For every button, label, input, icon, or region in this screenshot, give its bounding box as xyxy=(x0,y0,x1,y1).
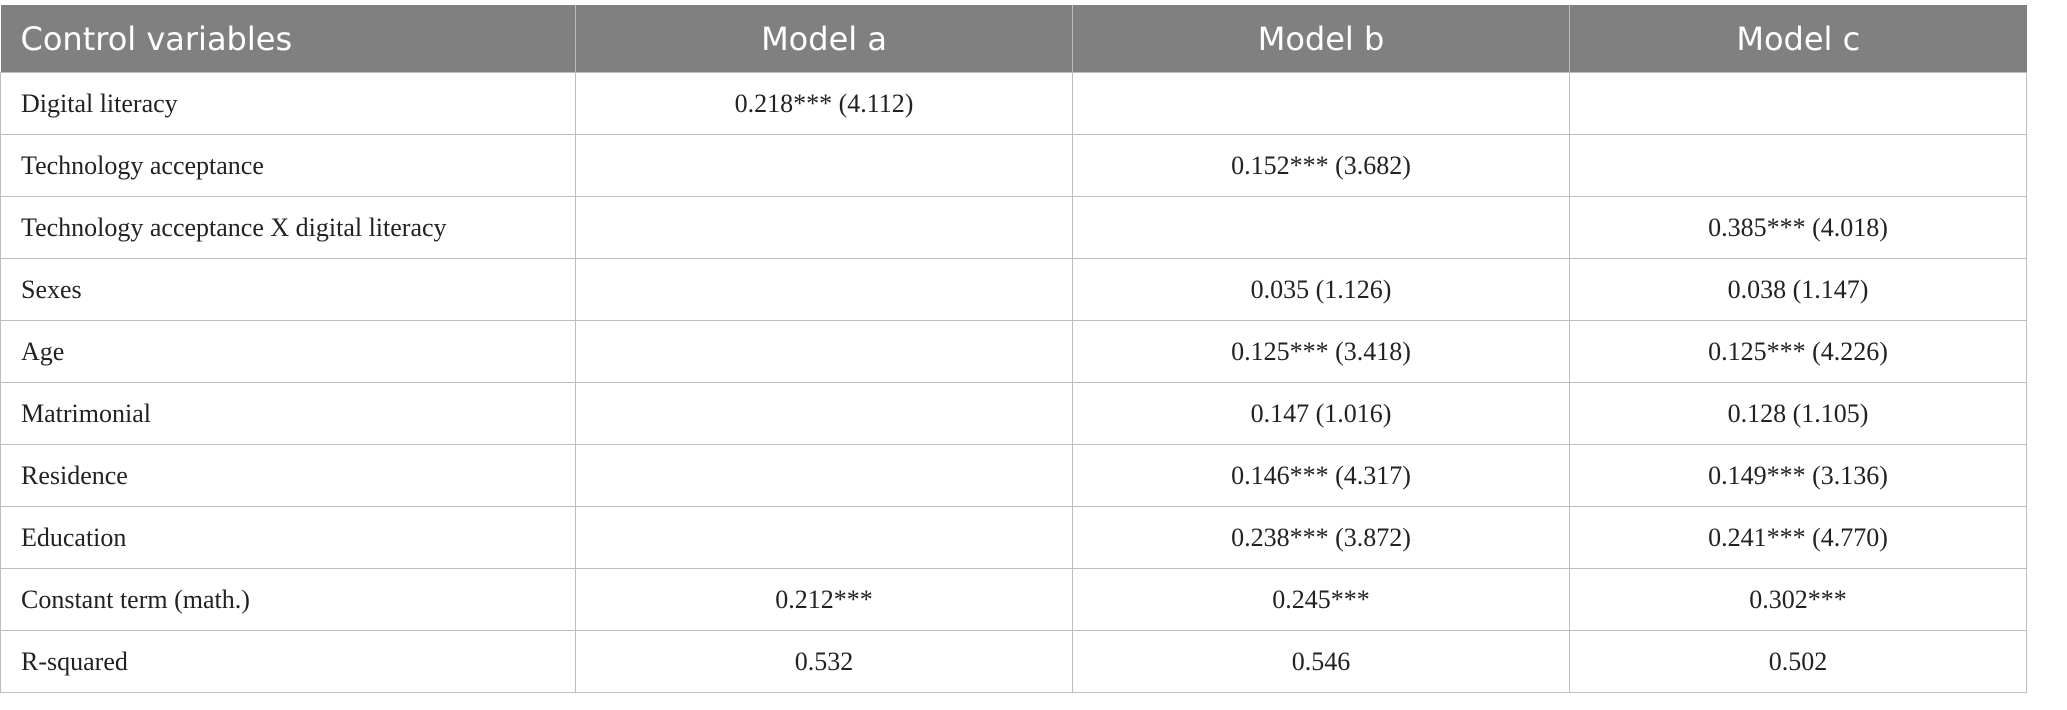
empty-cell xyxy=(575,320,1073,383)
table-row: Technology acceptance 0.152*** (3.682) xyxy=(0,134,2027,197)
value-cell: 0.385*** (4.018) xyxy=(1569,196,2027,259)
empty-cell xyxy=(575,506,1073,569)
empty-cell xyxy=(575,382,1073,445)
table-head: Control variables Model a Model b Model c xyxy=(0,5,2027,73)
table-row: Education 0.238*** (3.872) 0.241*** (4.770… xyxy=(0,506,2027,569)
table-row: Matrimonial 0.147 (1.016) 0.128 (1.105) xyxy=(0,382,2027,445)
table-row: Constant term (math.) 0.212*** 0.245*** 0.3… xyxy=(0,568,2027,631)
row-label: Technology acceptance xyxy=(0,134,576,197)
row-label: Technology acceptance X digital literacy xyxy=(0,196,576,259)
empty-cell xyxy=(575,444,1073,507)
table-row: Age 0.125*** (3.418) 0.125*** (4.226) xyxy=(0,320,2027,383)
value-cell: 0.128 (1.105) xyxy=(1569,382,2027,445)
value-cell: 0.245*** xyxy=(1072,568,1570,631)
value-cell: 0.035 (1.126) xyxy=(1072,258,1570,321)
table-body: Digital literacy 0.218*** (4.112) Technolo… xyxy=(0,72,2027,693)
table-row: Residence 0.146*** (4.317) 0.149*** (3.136… xyxy=(0,444,2027,507)
table-row: R-squared 0.532 0.546 0.502 xyxy=(0,630,2027,693)
row-label: Constant term (math.) xyxy=(0,568,576,631)
value-cell: 0.149*** (3.136) xyxy=(1569,444,2027,507)
value-cell: 0.502 xyxy=(1569,630,2027,693)
value-cell: 0.152*** (3.682) xyxy=(1072,134,1570,197)
value-cell: 0.302*** xyxy=(1569,568,2027,631)
table-wrapper: Control variables Model a Model b Model c D… xyxy=(0,5,2027,693)
row-label: Matrimonial xyxy=(0,382,576,445)
empty-cell xyxy=(575,196,1073,259)
empty-cell xyxy=(1072,196,1570,259)
value-cell: 0.146*** (4.317) xyxy=(1072,444,1570,507)
empty-cell xyxy=(1569,72,2027,135)
value-cell: 0.038 (1.147) xyxy=(1569,258,2027,321)
value-cell: 0.125*** (3.418) xyxy=(1072,320,1570,383)
table-row: Sexes 0.035 (1.126) 0.038 (1.147) xyxy=(0,258,2027,321)
value-cell: 0.546 xyxy=(1072,630,1570,693)
table-row: Technology acceptance X digital literacy… xyxy=(0,196,2027,259)
value-cell: 0.125*** (4.226) xyxy=(1569,320,2027,383)
empty-cell xyxy=(575,134,1073,197)
value-cell: 0.241*** (4.770) xyxy=(1569,506,2027,569)
header-cell: Model b xyxy=(1072,5,1570,73)
value-cell: 0.147 (1.016) xyxy=(1072,382,1570,445)
header-cell: Model a xyxy=(575,5,1073,73)
value-cell: 0.532 xyxy=(575,630,1073,693)
row-label: Digital literacy xyxy=(0,72,576,135)
header-cell: Control variables xyxy=(0,5,576,73)
row-label: Education xyxy=(0,506,576,569)
row-label: R-squared xyxy=(0,630,576,693)
header-cell: Model c xyxy=(1569,5,2027,73)
empty-cell xyxy=(1569,134,2027,197)
empty-cell xyxy=(575,258,1073,321)
value-cell: 0.238*** (3.872) xyxy=(1072,506,1570,569)
row-label: Age xyxy=(0,320,576,383)
row-label: Sexes xyxy=(0,258,576,321)
results-table: Control variables Model a Model b Model c D… xyxy=(0,5,2027,693)
empty-cell xyxy=(1072,72,1570,135)
table-row: Digital literacy 0.218*** (4.112) xyxy=(0,72,2027,135)
row-label: Residence xyxy=(0,444,576,507)
header-row: Control variables Model a Model b Model c xyxy=(0,5,2027,73)
value-cell: 0.212*** xyxy=(575,568,1073,631)
value-cell: 0.218*** (4.112) xyxy=(575,72,1073,135)
